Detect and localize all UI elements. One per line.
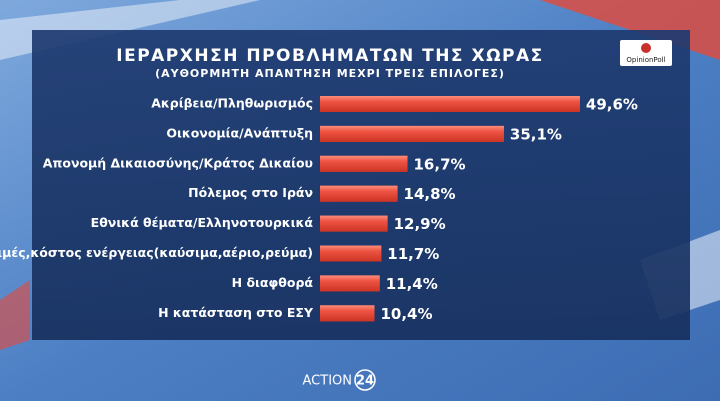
category-label: Εθνικά θέματα/Ελληνοτουρκικά [91, 215, 314, 230]
subtitle: (ΑΥΘΟΡΜΗΤΗ ΑΠΑΝΤΗΣΗ ΜΕΧΡΙ ΤΡΕΙΣ ΕΠΙΛΟΓΕΣ… [155, 67, 505, 80]
channel-logo-number: 24 [356, 374, 374, 389]
decor [0, 280, 30, 350]
category-label: Ακρίβεια/Πληθωρισμός [151, 96, 313, 111]
category-label: Οικονομία/Ανάπτυξη [166, 125, 313, 140]
value-label: 49,6% [586, 96, 638, 114]
bar-shine [320, 275, 380, 292]
plot: Ακρίβεια/Πληθωρισμός 49,6% Οικονομία/Ανάπτ… [0, 96, 638, 323]
category-label: Τιμές,κόστος ενέργειας(καύσιμα,αέριο,ρεύ… [0, 245, 313, 260]
channel-logo: ACTION [303, 374, 352, 389]
bar-shine [320, 305, 375, 322]
value-label: 10,4% [380, 305, 432, 323]
channel-logo-ring [354, 369, 376, 391]
value-label: 14,8% [404, 185, 456, 203]
value-label: 12,9% [394, 215, 446, 233]
bar-shine [320, 96, 580, 112]
bar-shine [320, 125, 504, 142]
value-label: 16,7% [414, 155, 466, 173]
value-label: 11,7% [387, 245, 439, 263]
bar-shine [320, 185, 398, 202]
bar-shine [320, 245, 382, 262]
category-label: Η διαφθορά [232, 275, 314, 290]
value-label: 35,1% [510, 125, 562, 143]
title: ΙΕΡΑΡΧΗΣΗ ΠΡΟΒΛΗΜΑΤΩΝ ΤΗΣ ΧΩΡΑΣ [116, 46, 544, 66]
category-label: Απονομή Δικαιοσύνης/Κράτος Δικαίου [43, 155, 313, 170]
category-label: Πόλεμος στο Ιράν [188, 185, 313, 200]
bar-shine [320, 215, 388, 232]
source-logo: OpinionPoll [626, 56, 665, 64]
source-logo-icon [641, 43, 651, 53]
category-label: Η κατάσταση στο ΕΣΥ [158, 305, 314, 320]
bar-shine [320, 155, 408, 172]
value-label: 11,4% [386, 275, 438, 293]
